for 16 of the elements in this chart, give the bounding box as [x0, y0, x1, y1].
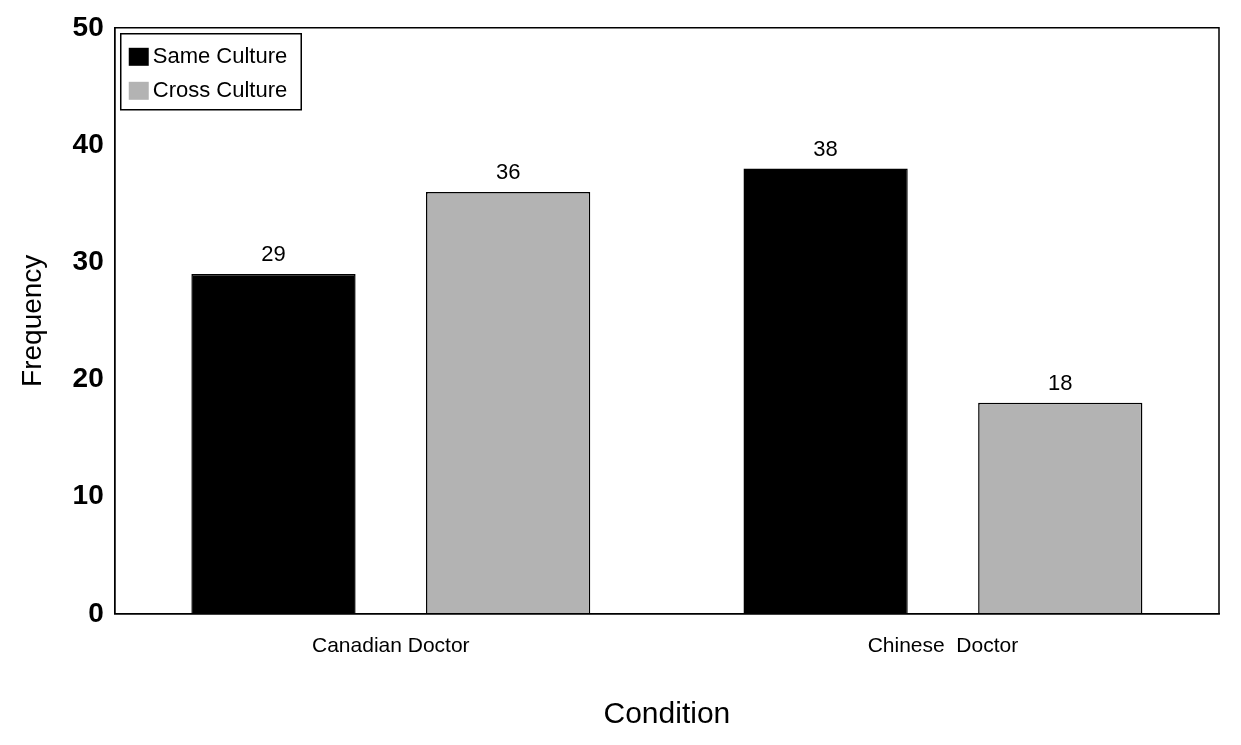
- data-label: 38: [813, 135, 838, 161]
- legend-label: Same Culture: [152, 42, 288, 68]
- x-tick-label: Canadian Doctor: [312, 633, 470, 657]
- data-label: 29: [261, 240, 286, 266]
- data-label: 18: [1048, 369, 1073, 395]
- y-tick-label: 10: [72, 479, 104, 511]
- x-axis-title: Condition: [603, 696, 731, 730]
- y-tick-label: 30: [72, 244, 104, 276]
- legend-label: Cross Culture: [152, 76, 288, 102]
- y-tick-label: 20: [72, 362, 104, 394]
- x-tick-label: Chinese Doctor: [867, 633, 1019, 657]
- y-tick-label: 40: [72, 127, 104, 159]
- y-tick-label: 0: [88, 596, 104, 628]
- y-axis-title: Frequency: [15, 254, 47, 387]
- y-tick-label: 50: [72, 10, 104, 42]
- data-label: 36: [495, 158, 521, 184]
